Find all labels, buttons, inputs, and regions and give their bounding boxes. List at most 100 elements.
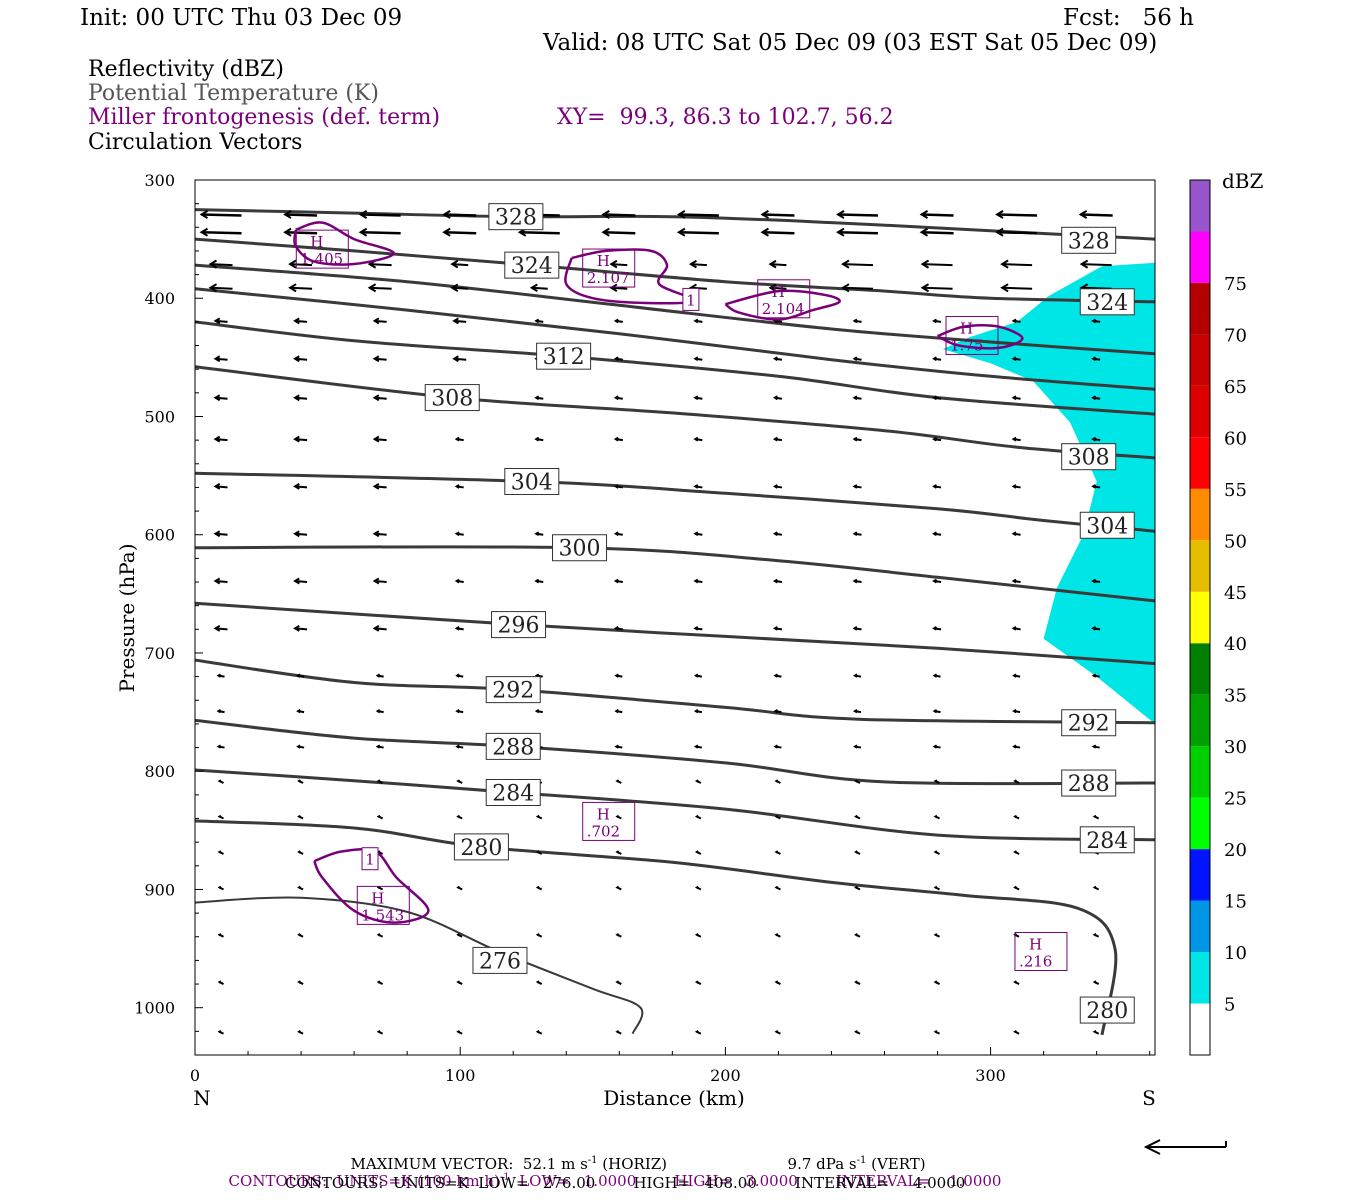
circulation-vector	[768, 259, 787, 269]
circulation-vector	[932, 318, 942, 324]
circulation-vector	[694, 980, 702, 985]
circulation-vector	[852, 395, 862, 401]
circulation-vector	[213, 624, 228, 632]
theta-contour-312	[195, 320, 1155, 416]
circulation-vector	[933, 814, 940, 820]
circulation-vector	[615, 1030, 622, 1035]
circulation-vector	[1013, 933, 1020, 938]
contours1-exp: -1	[499, 1172, 510, 1183]
circulation-vector	[297, 850, 304, 855]
colorbar-swatch	[1190, 797, 1210, 850]
colorbar-swatch	[1190, 282, 1210, 335]
circulation-vector	[213, 317, 228, 325]
y-tick-label: 900	[144, 880, 175, 899]
x-end-right-label: S	[1142, 1086, 1156, 1110]
circulation-vector	[455, 673, 464, 678]
svg-text:304: 304	[511, 471, 553, 496]
circulation-vector	[920, 259, 953, 269]
circulation-vector	[853, 673, 862, 678]
colorbar-swatch	[1190, 694, 1210, 747]
circulation-vector	[293, 435, 308, 443]
frontogenesis-max: H1.405	[295, 229, 349, 269]
circulation-vector	[1012, 673, 1021, 678]
field-frontogenesis: Miller frontogenesis (def. term)	[88, 105, 441, 130]
circulation-vector	[1011, 484, 1021, 489]
colorbar-label: 55	[1224, 480, 1247, 501]
circulation-vector	[615, 885, 622, 891]
svg-text:H: H	[310, 233, 323, 251]
y-tick-label: 800	[144, 762, 175, 781]
colorbar-swatch	[1190, 180, 1210, 232]
frontogenesis-max: H.216	[1014, 931, 1068, 971]
circulation-vector	[772, 436, 783, 442]
circulation-vector	[213, 530, 228, 538]
circulation-vector	[452, 317, 467, 325]
circulation-vector	[933, 1030, 940, 1035]
svg-text:292: 292	[1068, 712, 1110, 737]
circulation-vector	[613, 356, 623, 362]
circulation-vector	[774, 980, 781, 985]
circulation-vector	[693, 744, 703, 749]
circulation-vector	[372, 394, 387, 402]
circulation-vector	[772, 531, 783, 537]
svg-text:324: 324	[1086, 291, 1128, 316]
svg-text:328: 328	[1068, 229, 1110, 254]
circulation-vector	[297, 1030, 304, 1035]
colorbar-label: 70	[1224, 325, 1247, 346]
colorbar-swatch	[1190, 1003, 1210, 1055]
circulation-vector	[456, 885, 463, 891]
circulation-vector	[217, 814, 224, 820]
circulation-vector	[933, 933, 940, 938]
circulation-vector	[534, 436, 544, 442]
svg-text:.702: .702	[587, 822, 620, 840]
circulation-vector	[534, 531, 544, 537]
circulation-vector	[694, 1030, 702, 1035]
circulation-vector	[213, 355, 228, 363]
circulation-vector	[372, 577, 387, 585]
reference-vector	[1143, 1139, 1227, 1155]
circulation-vector	[208, 259, 233, 269]
theta-contour-288	[195, 718, 1155, 786]
circulation-vector	[613, 625, 623, 631]
circulation-vector	[296, 708, 305, 714]
theta-label-300: 300	[552, 534, 608, 562]
svg-text:296: 296	[498, 614, 540, 639]
circulation-vector	[613, 578, 623, 584]
circulation-vector	[1011, 395, 1021, 401]
circulation-vector	[199, 227, 242, 237]
circulation-vector	[535, 980, 543, 985]
circulation-vector	[854, 850, 861, 855]
circulation-vector	[615, 933, 622, 938]
circulation-vector	[208, 283, 233, 293]
colorbar-label: 25	[1224, 789, 1247, 810]
circulation-vector	[1091, 395, 1101, 401]
max-vector-exp: -1	[587, 1155, 598, 1166]
footer-contours-fronto: CONTOURS: UNITS=K (100 km h)-1 LOW= 1.00…	[219, 1158, 1002, 1189]
circulation-vector	[1011, 578, 1021, 584]
circulation-vector	[534, 318, 544, 324]
circulation-vector	[376, 980, 384, 985]
colorbar-label: 40	[1224, 634, 1247, 655]
circulation-vector	[1013, 850, 1020, 855]
circulation-vector	[375, 673, 384, 678]
circulation-vector	[693, 578, 703, 584]
circulation-vector	[216, 744, 225, 749]
circulation-vector	[217, 980, 224, 985]
circulation-vector	[454, 484, 464, 489]
circulation-vector	[693, 625, 703, 631]
y-tick-label: 600	[144, 526, 175, 545]
circulation-vector	[216, 673, 225, 678]
circulation-vector	[613, 436, 623, 442]
footer-max-vector: MAXIMUM VECTOR: 52.1 m s-1 (HORIZ)	[341, 1141, 667, 1172]
circulation-vector	[854, 814, 861, 820]
circulation-vector	[213, 483, 228, 490]
circulation-vector	[452, 355, 467, 363]
theta-label-276: 276	[472, 946, 528, 974]
forecast-hour: Fcst: 56 h	[1063, 5, 1194, 31]
svg-text:1.75: 1.75	[950, 336, 983, 354]
circulation-vector	[535, 814, 543, 820]
circulation-vector	[535, 885, 543, 891]
x-tick-label: 100	[445, 1066, 476, 1085]
theta-contour-304	[195, 471, 1155, 533]
circulation-vector	[372, 435, 387, 443]
